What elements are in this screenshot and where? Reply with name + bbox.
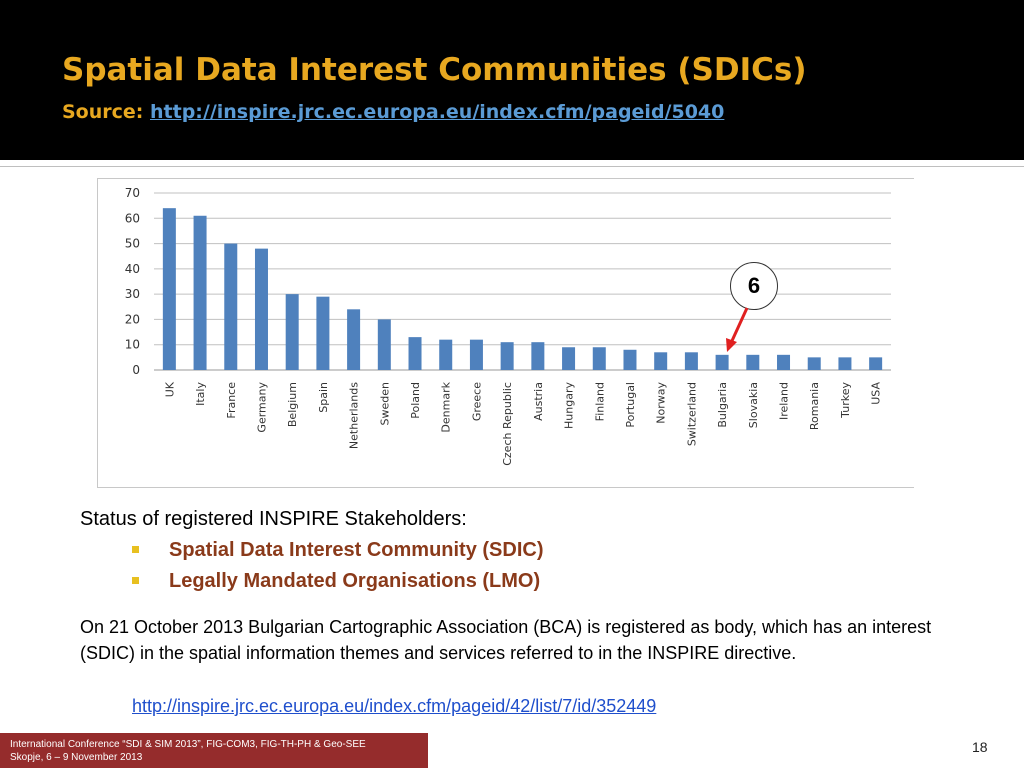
x-tick-label: Sweden (378, 382, 391, 425)
bar-spain (316, 296, 330, 370)
x-tick-label: Austria (532, 382, 545, 421)
x-tick-label: Finland (593, 382, 606, 421)
bar-netherlands (347, 309, 361, 370)
y-tick-label: 10 (125, 338, 140, 352)
bar-slovakia (746, 354, 760, 370)
y-tick-label: 60 (125, 211, 140, 225)
x-tick-label: USA (870, 382, 883, 405)
bar-usa (869, 357, 883, 370)
bar-poland (408, 337, 422, 370)
bar-italy (193, 215, 207, 370)
bar-switzerland (684, 352, 698, 370)
footer-line-2: Skopje, 6 – 9 November 2013 (10, 752, 143, 763)
x-tick-label: Hungary (563, 382, 576, 429)
x-tick-label: Norway (655, 382, 668, 424)
bar-france (224, 243, 238, 370)
bar-greece (469, 339, 483, 370)
source-link[interactable]: http://inspire.jrc.ec.europa.eu/index.cf… (150, 101, 725, 123)
bar-austria (531, 342, 545, 370)
y-tick-label: 70 (125, 186, 140, 200)
bar-belgium (285, 294, 299, 370)
callout-circle: 6 (730, 262, 778, 310)
x-tick-label: UK (163, 381, 176, 397)
stakeholder-list: Spatial Data Interest Community (SDIC) L… (132, 536, 544, 598)
y-tick-label: 20 (125, 312, 140, 326)
page-number: 18 (972, 739, 988, 755)
slide-header: Spatial Data Interest Communities (SDICs… (0, 0, 1024, 160)
x-tick-label: Portugal (624, 382, 637, 428)
bar-norway (654, 352, 668, 370)
chart-frame: 0 10 20 30 40 50 60 70 UK Italy France Germany Belgi… (97, 178, 914, 488)
x-tick-label: Italy (194, 382, 207, 406)
source-line: Source: http://inspire.jrc.ec.europa.eu/… (62, 101, 724, 123)
x-tick-label: France (225, 382, 238, 419)
x-tick-label: Germany (255, 382, 268, 433)
x-tick-label: Poland (409, 382, 422, 419)
status-heading: Status of registered INSPIRE Stakeholder… (80, 508, 467, 530)
bar-romania (807, 357, 821, 370)
bar-finland (592, 347, 606, 370)
x-tick-label: Netherlands (348, 382, 361, 449)
header-divider (0, 166, 1024, 167)
footer-line-1: International Conference “SDI & SIM 2013… (10, 739, 366, 750)
bullet-square-icon (132, 577, 139, 584)
bar-czech-republic (500, 342, 514, 370)
bca-paragraph: On 21 October 2013 Bulgarian Cartographi… (80, 617, 932, 663)
x-tick-label: Ireland (778, 382, 791, 420)
bar-bulgaria (715, 354, 729, 370)
x-tick-label: Denmark (440, 381, 453, 432)
bar-chart: 0 10 20 30 40 50 60 70 UK Italy France Germany Belgi… (125, 186, 891, 466)
bar-portugal (623, 349, 637, 370)
x-tick-label: Turkey (839, 382, 852, 419)
bar-ireland (777, 354, 791, 370)
inspire-registration-link[interactable]: http://inspire.jrc.ec.europa.eu/index.cf… (132, 696, 657, 716)
bar-uk (162, 208, 176, 370)
x-tick-label: Bulgaria (716, 382, 729, 428)
y-tick-label: 50 (125, 237, 140, 251)
bullet-item-sdic: Spatial Data Interest Community (SDIC) (132, 536, 544, 567)
y-tick-label: 40 (125, 262, 140, 276)
source-label: Source: (62, 101, 150, 123)
x-tick-label: Czech Republic (501, 382, 514, 466)
bullet-item-lmo: Legally Mandated Organisations (LMO) (132, 567, 544, 598)
bar-denmark (439, 339, 453, 370)
x-tick-label: Switzerland (685, 382, 698, 446)
bullet-square-icon (132, 546, 139, 553)
x-tick-label: Romania (808, 382, 821, 430)
x-tick-label: Spain (317, 382, 330, 413)
slide-title: Spatial Data Interest Communities (SDICs… (62, 52, 807, 88)
x-tick-label: Slovakia (747, 382, 760, 428)
footer-conference-box: International Conference “SDI & SIM 2013… (0, 733, 428, 768)
y-tick-label: 30 (125, 287, 140, 301)
bullet-text: Spatial Data Interest Community (SDIC) (169, 539, 544, 561)
bar-germany (254, 248, 268, 370)
x-tick-label: Belgium (286, 382, 299, 427)
x-tick-label: Greece (470, 382, 483, 421)
y-tick-label: 0 (132, 363, 140, 377)
bar-sweden (377, 319, 391, 370)
bullet-text: Legally Mandated Organisations (LMO) (169, 570, 541, 592)
callout-arrow (726, 307, 749, 352)
bar-hungary (562, 347, 576, 370)
bar-turkey (838, 357, 852, 370)
